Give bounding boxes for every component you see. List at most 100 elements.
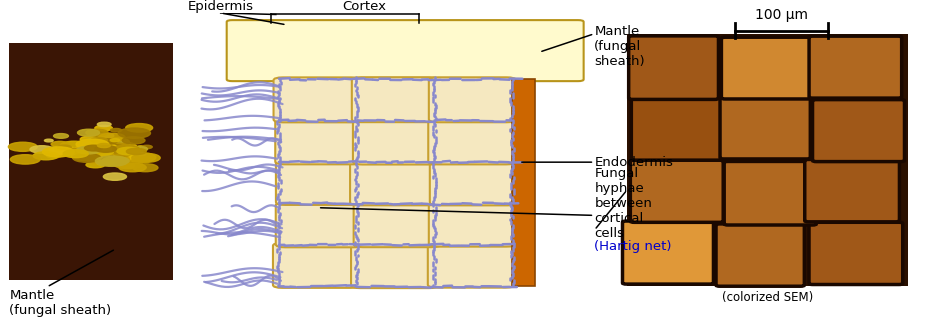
- FancyBboxPatch shape: [812, 100, 904, 162]
- Circle shape: [73, 152, 99, 160]
- Text: (colorized SEM): (colorized SEM): [722, 292, 813, 304]
- Circle shape: [45, 139, 53, 142]
- Circle shape: [113, 159, 142, 169]
- Circle shape: [86, 144, 108, 151]
- Bar: [627, 34, 908, 285]
- Circle shape: [76, 139, 109, 149]
- Circle shape: [93, 144, 110, 150]
- Circle shape: [112, 145, 139, 154]
- Circle shape: [74, 146, 97, 153]
- Circle shape: [63, 150, 88, 158]
- Circle shape: [97, 133, 114, 138]
- Circle shape: [103, 143, 129, 151]
- Circle shape: [94, 146, 102, 148]
- Circle shape: [110, 139, 120, 142]
- FancyBboxPatch shape: [429, 77, 516, 122]
- Circle shape: [132, 153, 160, 162]
- Circle shape: [88, 145, 121, 156]
- Circle shape: [93, 148, 101, 150]
- Circle shape: [97, 143, 110, 148]
- Circle shape: [75, 146, 107, 156]
- Circle shape: [10, 155, 40, 164]
- Circle shape: [82, 138, 112, 148]
- Circle shape: [81, 144, 102, 150]
- Circle shape: [51, 141, 68, 147]
- Circle shape: [33, 152, 59, 160]
- Circle shape: [115, 152, 130, 157]
- Circle shape: [104, 143, 130, 151]
- Circle shape: [92, 144, 118, 152]
- Circle shape: [91, 138, 108, 143]
- Circle shape: [84, 147, 114, 156]
- Circle shape: [105, 138, 129, 146]
- FancyBboxPatch shape: [351, 243, 438, 288]
- Circle shape: [117, 147, 140, 155]
- Circle shape: [136, 152, 146, 156]
- Circle shape: [106, 146, 124, 152]
- Circle shape: [90, 148, 112, 156]
- Circle shape: [30, 146, 53, 153]
- FancyBboxPatch shape: [809, 222, 902, 284]
- Circle shape: [71, 151, 102, 161]
- Circle shape: [78, 129, 99, 136]
- Circle shape: [112, 157, 124, 161]
- Text: 100 μm: 100 μm: [755, 8, 808, 22]
- Text: Endodermis: Endodermis: [594, 156, 673, 169]
- FancyBboxPatch shape: [353, 120, 440, 164]
- Circle shape: [95, 156, 128, 166]
- Circle shape: [52, 150, 66, 154]
- Circle shape: [80, 136, 99, 142]
- Circle shape: [141, 145, 153, 148]
- Circle shape: [54, 147, 65, 150]
- FancyBboxPatch shape: [724, 161, 816, 225]
- FancyBboxPatch shape: [227, 20, 584, 81]
- Text: (Hartig net): (Hartig net): [594, 240, 672, 253]
- Circle shape: [133, 164, 158, 172]
- Circle shape: [137, 146, 146, 149]
- Circle shape: [102, 146, 123, 152]
- Circle shape: [95, 146, 116, 152]
- Circle shape: [77, 147, 94, 152]
- Circle shape: [98, 133, 125, 142]
- FancyBboxPatch shape: [429, 202, 516, 247]
- Circle shape: [86, 147, 109, 154]
- Circle shape: [107, 156, 129, 163]
- Circle shape: [50, 146, 77, 155]
- Circle shape: [89, 139, 110, 145]
- FancyBboxPatch shape: [273, 243, 360, 288]
- Circle shape: [96, 160, 114, 166]
- FancyBboxPatch shape: [276, 202, 363, 247]
- Circle shape: [84, 147, 94, 150]
- Circle shape: [110, 129, 122, 132]
- FancyBboxPatch shape: [354, 202, 441, 247]
- FancyBboxPatch shape: [629, 36, 719, 100]
- Circle shape: [89, 144, 109, 151]
- Circle shape: [81, 145, 106, 153]
- Circle shape: [92, 148, 104, 151]
- FancyBboxPatch shape: [805, 159, 899, 222]
- Bar: [9, 43, 173, 280]
- FancyBboxPatch shape: [273, 77, 360, 122]
- Text: Mantle
(fungal sheath): Mantle (fungal sheath): [9, 289, 111, 316]
- Circle shape: [103, 173, 126, 180]
- Circle shape: [95, 125, 112, 131]
- Circle shape: [8, 142, 37, 151]
- Circle shape: [101, 148, 111, 152]
- FancyBboxPatch shape: [275, 119, 362, 164]
- FancyBboxPatch shape: [809, 36, 901, 98]
- Circle shape: [42, 147, 74, 157]
- Circle shape: [50, 150, 63, 154]
- Circle shape: [125, 124, 153, 132]
- Circle shape: [69, 149, 86, 154]
- Circle shape: [102, 157, 129, 165]
- Circle shape: [86, 139, 106, 145]
- Circle shape: [99, 139, 117, 144]
- Circle shape: [73, 153, 101, 162]
- FancyBboxPatch shape: [630, 160, 724, 222]
- Circle shape: [84, 145, 103, 151]
- FancyBboxPatch shape: [352, 77, 439, 122]
- Circle shape: [125, 150, 138, 154]
- Circle shape: [53, 133, 68, 138]
- Bar: [512, 79, 535, 286]
- FancyBboxPatch shape: [632, 98, 723, 160]
